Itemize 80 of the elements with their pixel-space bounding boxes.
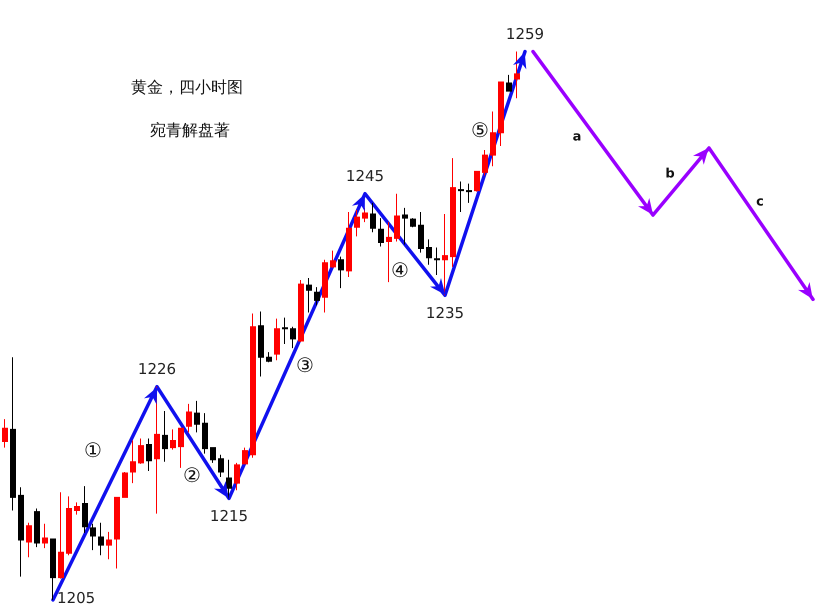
candlestick — [234, 462, 240, 491]
candlestick — [298, 280, 304, 342]
candlestick — [218, 454, 224, 478]
candlestick — [154, 386, 160, 514]
candlestick — [58, 492, 64, 580]
annotation: ⑤ — [471, 118, 489, 142]
candlestick — [466, 183, 472, 204]
candlestick — [474, 170, 480, 192]
candlestick — [186, 403, 192, 433]
candlestick — [42, 523, 48, 549]
annotation: ④ — [391, 258, 409, 282]
candlestick — [322, 259, 328, 314]
text: 黄金，四小时图 — [131, 78, 243, 96]
candlestick — [506, 74, 512, 92]
candlestick — [490, 110, 496, 167]
candlestick — [450, 158, 456, 268]
candlestick — [370, 202, 376, 233]
candlestick — [2, 418, 8, 448]
candlestick — [354, 209, 360, 237]
candlestick — [330, 250, 336, 268]
candlestick — [458, 181, 464, 212]
data-label: 1226 — [138, 360, 176, 378]
data-label: 1259 — [506, 24, 544, 43]
candlestick — [402, 207, 408, 245]
candlestick — [378, 218, 384, 248]
candlestick — [114, 496, 120, 569]
candlestick — [418, 211, 424, 254]
candlestick — [338, 256, 344, 289]
text: 宛青解盘著 — [150, 120, 230, 140]
data-label: 1235 — [426, 304, 464, 322]
data-label: 1245 — [346, 167, 384, 186]
candlestick — [314, 286, 320, 306]
candlestick — [34, 508, 40, 548]
candlestick — [202, 412, 208, 454]
candlestick — [194, 400, 200, 433]
data-label: 1205 — [57, 588, 96, 607]
candlestick — [482, 150, 488, 176]
candlestick — [282, 317, 288, 345]
candlestick — [266, 352, 272, 363]
candlestick — [106, 531, 112, 560]
candlestick — [290, 326, 296, 349]
candlestick — [138, 438, 144, 464]
candlestick — [386, 222, 392, 283]
candlestick — [426, 238, 432, 266]
candlestick — [498, 82, 504, 146]
candlestick — [50, 538, 56, 600]
candlestick — [514, 51, 520, 99]
candlestick — [442, 214, 448, 296]
candlestick — [346, 211, 352, 278]
candlestick — [162, 410, 168, 462]
candlestick — [258, 311, 264, 378]
candlestick — [250, 313, 256, 458]
candlestick — [274, 318, 280, 361]
candlestick — [90, 523, 96, 551]
candlestick — [394, 193, 400, 242]
candlestick — [10, 356, 16, 512]
candlestick — [26, 522, 32, 558]
candlestick — [18, 486, 24, 578]
candlestick — [98, 522, 104, 556]
annotation: ① — [84, 438, 102, 462]
candlestick — [178, 428, 184, 468]
candlestick — [130, 440, 136, 484]
candlestick — [210, 447, 216, 464]
candlestick — [434, 247, 440, 276]
candlestick — [226, 459, 232, 499]
candlestick — [306, 278, 312, 314]
annotation: ③ — [296, 353, 314, 377]
candlestick — [82, 486, 88, 534]
candlestick — [242, 447, 248, 464]
annotation: ② — [183, 463, 201, 487]
candlestick — [122, 471, 128, 498]
candlestick — [170, 428, 176, 450]
data-label: 1215 — [210, 506, 248, 525]
candlestick — [74, 502, 80, 516]
annotation: a — [572, 130, 582, 144]
candlestick — [410, 218, 416, 228]
annotation: c — [756, 194, 764, 210]
annotation: b — [665, 166, 675, 182]
candlestick — [66, 496, 72, 556]
candlestick — [146, 438, 152, 472]
